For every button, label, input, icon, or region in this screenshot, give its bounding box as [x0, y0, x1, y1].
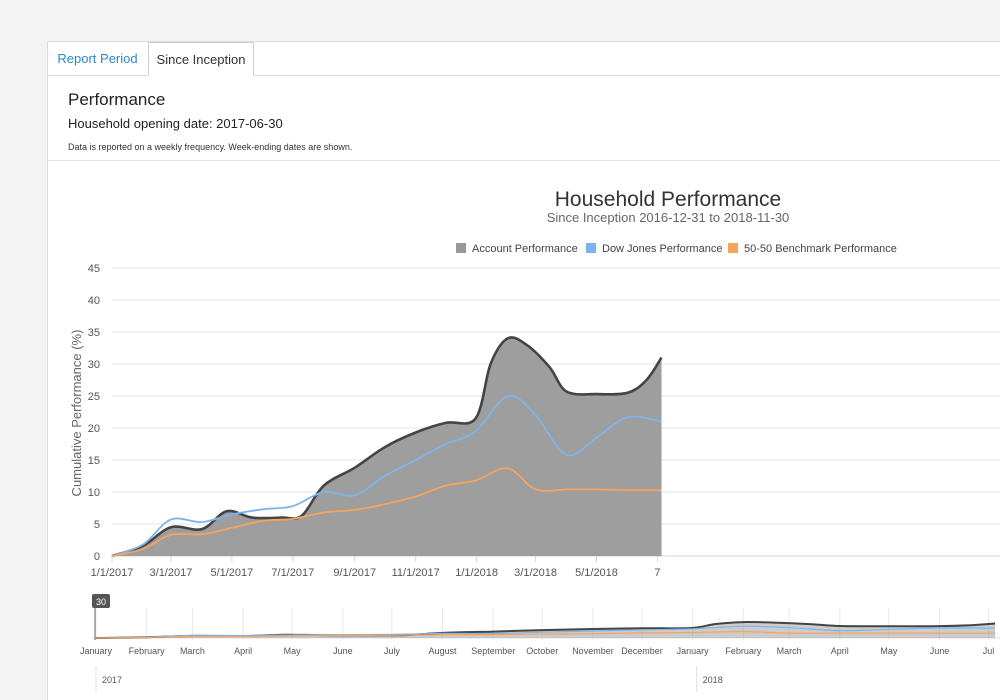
legend-swatch-account-performance: [456, 243, 466, 253]
x-tick-label: 3/1/2017: [150, 567, 193, 579]
y-tick-label: 10: [88, 487, 100, 499]
navigator-year-label: 2018: [703, 675, 723, 685]
legend-label-account-performance: Account Performance: [472, 243, 578, 255]
opening-date: Household opening date: 2017-06-30: [68, 116, 283, 131]
navigator-month-label: May: [880, 646, 898, 656]
x-axis-ticks: 1/1/2017 3/1/2017 5/1/2017 7/1/2017 9/1/2017…: [91, 556, 661, 579]
tab-report-period[interactable]: Report Period: [57, 51, 138, 66]
account-performance-line: [111, 336, 663, 558]
legend-label-dow-jones-performance: Dow Jones Performance: [602, 243, 722, 255]
frequency-note: Data is reported on a weekly frequency. …: [68, 142, 353, 152]
navigator-month-label: November: [572, 646, 614, 656]
x-tick-label: 1/1/2017: [91, 567, 134, 579]
navigator-benchmark-performance-line: [95, 630, 996, 639]
navigator-month-label: December: [621, 646, 663, 656]
y-tick-label: 40: [88, 295, 100, 307]
legend-swatch-benchmark-performance: [728, 243, 738, 253]
navigator: January February March April May June July Augu…: [80, 594, 1000, 692]
y-tick-label: 15: [88, 455, 100, 467]
navigator-month-label: March: [180, 646, 205, 656]
navigator-month-label: May: [284, 646, 302, 656]
navigator-month-label: March: [777, 646, 802, 656]
navigator-dow-jones-performance-line: [95, 625, 996, 639]
navigator-month-label: April: [831, 646, 849, 656]
x-tick-label: 5/1/2018: [575, 567, 618, 579]
x-tick-label: 1/1/2018: [455, 567, 498, 579]
x-tick-label: 7/1/2017: [271, 567, 314, 579]
performance-panel: Report Period Since Inception Performanc…: [47, 41, 1000, 700]
navigator-handle-badge: [92, 594, 110, 608]
navigator-month-label: September: [471, 646, 515, 656]
y-tick-label: 5: [94, 519, 100, 531]
y-tick-label: 0: [94, 551, 100, 563]
plot-area: [111, 336, 663, 558]
y-axis-label: Cumulative Performance (%): [69, 330, 84, 497]
navigator-year-label: 2017: [102, 675, 122, 685]
dow-jones-performance-line: [111, 394, 662, 557]
x-tick-label: 3/1/2018: [514, 567, 557, 579]
chart-subtitle: Since Inception 2016-12-31 to 2018-11-30: [547, 210, 790, 225]
tab-since-inception[interactable]: Since Inception: [148, 42, 254, 76]
navigator-month-label: October: [526, 646, 558, 656]
legend-label-benchmark-performance: 50-50 Benchmark Performance: [744, 243, 897, 255]
x-tick-label: 7: [654, 567, 660, 579]
navigator-month-label: February: [129, 646, 166, 656]
divider: [48, 160, 1000, 161]
tab-bar: Report Period Since Inception: [48, 42, 1000, 76]
legend: Account Performance Dow Jones Performance…: [456, 243, 897, 255]
y-axis-ticks: 0 5 10 15 20 25 30 35 40 45: [88, 263, 100, 563]
x-tick-label: 5/1/2017: [210, 567, 253, 579]
navigator-month-label: August: [429, 646, 458, 656]
navigator-month-label: January: [80, 646, 113, 656]
y-tick-label: 20: [88, 423, 100, 435]
y-tick-label: 25: [88, 391, 100, 403]
x-tick-label: 9/1/2017: [333, 567, 376, 579]
navigator-month-label: June: [930, 646, 950, 656]
navigator-month-label: January: [677, 646, 710, 656]
y-tick-label: 45: [88, 263, 100, 275]
section-title: Performance: [68, 90, 166, 109]
x-tick-label: 11/1/2017: [392, 567, 440, 579]
chart-title: Household Performance: [555, 188, 781, 211]
benchmark-performance-line: [111, 467, 662, 557]
y-tick-label: 35: [88, 327, 100, 339]
legend-swatch-dow-jones-performance: [586, 243, 596, 253]
y-tick-label: 30: [88, 359, 100, 371]
navigator-month-label: Jul: [983, 646, 995, 656]
navigator-month-label: June: [333, 646, 353, 656]
navigator-month-label: April: [234, 646, 252, 656]
navigator-month-label: February: [725, 646, 762, 656]
navigator-month-label: July: [384, 646, 401, 656]
navigator-handle-label: 30: [96, 597, 106, 607]
